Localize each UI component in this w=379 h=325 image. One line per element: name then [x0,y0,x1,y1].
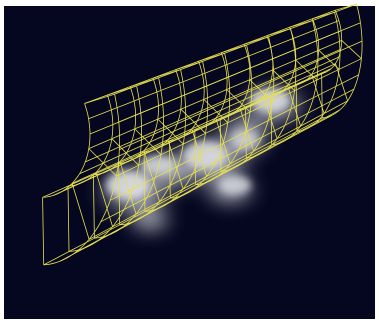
wireframe-arc [43,94,121,266]
wireframe-spoke [226,89,251,113]
wireframe-longitudinal-line [75,109,341,254]
wireframe-spoke [180,108,206,134]
wireframe-spoke [312,11,335,20]
wireframe-spoke [295,59,318,81]
wireframe-spoke [270,95,273,145]
wireframe-spoke [335,3,357,11]
wireframe-spoke [221,44,247,54]
wireframe-spoke [263,96,278,139]
wireframe-longitudinal-line [42,72,322,198]
wireframe-longitudinal-line [71,63,336,184]
wireframe-spoke [249,79,273,102]
wireframe-bounding-grid [42,3,363,266]
wireframe-spoke [289,20,313,28]
wireframe-spoke [67,186,70,252]
wireframe-longitudinal-line [53,71,327,196]
wireframe-longitudinal-line [116,58,362,177]
wireframe-spoke [203,99,229,123]
wireframe-spoke [215,117,231,164]
wireframe-spoke [143,150,160,202]
wireframe-spoke [321,72,323,118]
wireframe-longitudinal-line [88,40,342,149]
wireframe-arc [322,3,363,119]
wireframe-spoke [219,118,222,172]
wireframe-longitudinal-line [88,100,348,240]
wireframe-longitudinal-line [79,56,339,175]
wireframe-arc [321,10,343,74]
wireframe-spoke [239,107,254,152]
wireframe-spoke [157,118,184,145]
wireframe-spoke [71,183,90,240]
wireframe-longitudinal-line [85,48,341,163]
wireframe-spoke [318,49,340,70]
wireframe-spoke [42,197,45,265]
wireframe-spoke [295,84,298,132]
wireframe-spoke [272,69,295,91]
wireframe-spoke [335,63,348,102]
wireframe-spoke [169,140,171,199]
wireframe-spoke [266,28,291,37]
wireframe-spoke [194,129,197,185]
wireframe-longitudinal-line [89,30,342,135]
wireframe-spoke [93,174,95,239]
wireframe-spoke [198,52,225,62]
wireframe-longitudinal-line [43,117,323,266]
wireframe-spoke [143,152,146,212]
wireframe-spoke [175,61,203,70]
wireframe-spoke [95,172,113,227]
wireframe-spoke [167,139,184,190]
wireframe-spoke [107,85,137,96]
wireframe-longitudinal-line [110,74,359,201]
wireframe-spoke [287,85,301,127]
wireframe-spoke [191,128,207,177]
wireframe-spoke [134,128,162,155]
wireframe-longitudinal-line [88,20,340,120]
wireframe-spoke [118,163,121,225]
wireframe-spoke [152,69,181,79]
wireframe-spoke [245,106,247,159]
wireframe-spoke [88,148,117,177]
wireframe-longitudinal-line [59,115,332,262]
wireframe-spoke [243,36,269,45]
wireframe-spoke [111,138,139,166]
wireframe-spoke [130,77,159,87]
wireframe-spoke [341,40,362,59]
wireframe-longitudinal-line [119,40,363,150]
wireframe-spoke [119,161,137,215]
wireframe-spoke [84,93,115,104]
